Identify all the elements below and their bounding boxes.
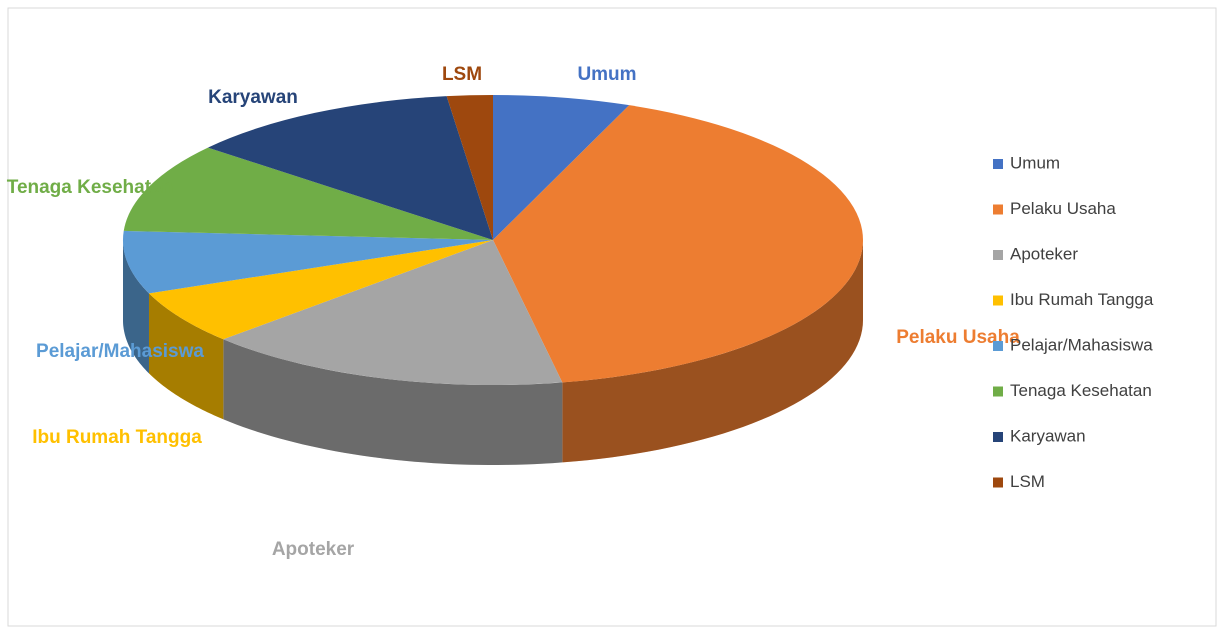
slice <box>123 147 494 240</box>
legend-swatch <box>993 477 1003 488</box>
slice <box>446 95 493 240</box>
pie <box>123 95 863 465</box>
legend-swatch <box>993 159 1003 169</box>
data-label: Apoteker <box>272 539 355 560</box>
legend-label: Ibu Rumah Tangga <box>1010 290 1154 309</box>
slice <box>223 240 563 385</box>
data-label: Tenaga Kesehatan <box>7 177 173 198</box>
legend-label: Umum <box>1010 153 1060 172</box>
slice <box>148 240 493 340</box>
slice-side <box>123 240 149 374</box>
slice-side <box>148 293 224 420</box>
side-shade <box>562 240 863 463</box>
legend-swatch <box>993 432 1003 442</box>
legend-label: Karyawan <box>1010 426 1086 445</box>
legend-label: Tenaga Kesehatan <box>1010 381 1152 400</box>
slice <box>493 105 863 383</box>
legend-label: LSM <box>1010 472 1045 491</box>
slice-side <box>223 339 563 465</box>
legend-swatch <box>993 295 1003 306</box>
slice-side <box>562 240 863 463</box>
legend: Umum Pelaku Usaha Apoteker Ibu Rumah Tangga… <box>993 153 1154 491</box>
side-shade <box>123 240 149 374</box>
legend-swatch <box>993 250 1003 260</box>
slice <box>493 95 630 240</box>
data-label: Pelaku Usaha <box>896 327 1020 348</box>
slice <box>207 96 493 240</box>
data-labels: Umum Pelaku Usaha Apoteker Ibu Rumah Tangga… <box>7 64 1020 560</box>
legend-swatch <box>993 341 1003 351</box>
slice <box>123 230 494 294</box>
legend-swatch <box>993 386 1003 397</box>
legend-label: Apoteker <box>1010 244 1078 263</box>
legend-label: Pelaku Usaha <box>1010 199 1116 218</box>
data-label: LSM <box>442 64 482 85</box>
side-shade <box>223 339 563 465</box>
data-label: Umum <box>577 64 636 85</box>
side-shade <box>148 293 224 420</box>
legend-label: Pelajar/Mahasiswa <box>1010 335 1153 354</box>
data-label: Ibu Rumah Tangga <box>32 427 202 448</box>
data-label: Pelajar/Mahasiswa <box>36 341 204 362</box>
data-label: Karyawan <box>208 87 298 108</box>
legend-swatch <box>993 204 1003 215</box>
